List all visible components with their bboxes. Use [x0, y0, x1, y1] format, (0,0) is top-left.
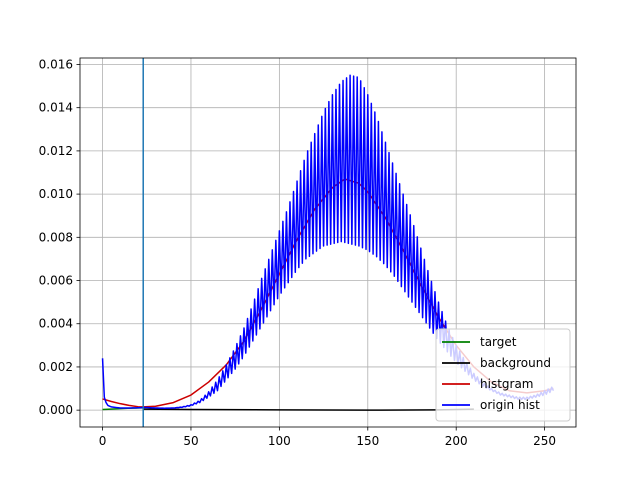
x-tick-label-2: 100: [268, 434, 291, 448]
y-tick-label-2: 0.004: [39, 317, 73, 331]
y-tick-label-3: 0.006: [39, 274, 73, 288]
y-tick-label-4: 0.008: [39, 230, 73, 244]
y-tick-label-5: 0.010: [39, 187, 73, 201]
legend-label-2: histgram: [480, 377, 534, 391]
x-tick-label-4: 200: [445, 434, 468, 448]
x-tick-label-3: 150: [356, 434, 379, 448]
y-tick-label-6: 0.012: [39, 144, 73, 158]
grid-lines: [80, 58, 576, 427]
legend-box: [435, 328, 571, 422]
x-tick-label-5: 250: [533, 434, 556, 448]
y-tick-label-1: 0.002: [39, 360, 73, 374]
legend-label-3: origin hist: [480, 398, 540, 412]
y-tick-label-0: 0.000: [39, 403, 73, 417]
y-tick-label-7: 0.014: [39, 101, 73, 115]
axes-frame: [79, 57, 577, 428]
axes: 0 50 100 150 200 250 0.000 0.002 0.004 0.006 0.008…: [39, 57, 577, 448]
y-tick-label-8: 0.016: [39, 57, 73, 71]
legend-label-0: target: [480, 335, 517, 349]
x-tick-label-0: 0: [99, 434, 107, 448]
legend-label-1: background: [480, 356, 551, 370]
x-tick-label-1: 50: [183, 434, 198, 448]
legend: target background histgram origin hist: [435, 328, 571, 422]
